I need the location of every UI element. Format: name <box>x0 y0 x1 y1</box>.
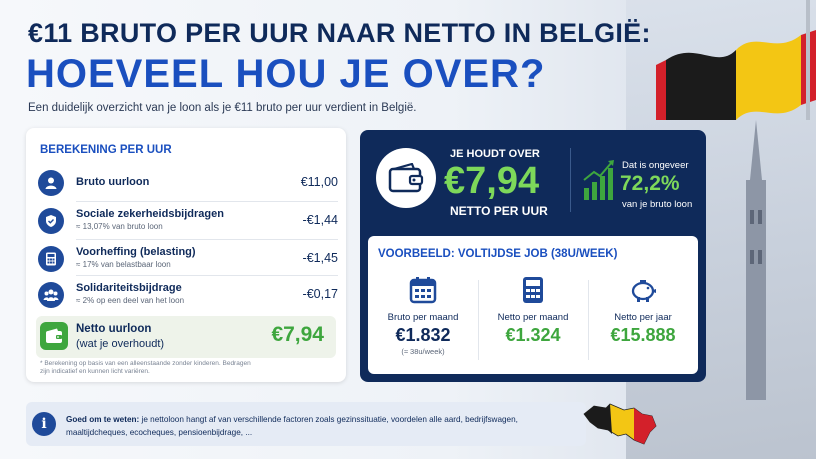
growth-chart-icon <box>583 160 614 200</box>
divider <box>76 201 338 202</box>
example-netto-month: Netto per maand €1.324 <box>478 272 588 368</box>
divider <box>76 239 338 240</box>
divider <box>76 275 338 276</box>
row-label: Solidariteitsbijdrage <box>76 282 182 294</box>
calendar-icon <box>409 277 437 304</box>
percentage-value: 72,2% <box>620 172 680 195</box>
example-label: Bruto per maand <box>387 312 459 323</box>
row-amount: -€0,17 <box>302 287 338 301</box>
divider <box>588 280 589 360</box>
netto-sub: (wat je overhoudt) <box>76 338 165 350</box>
netto-amount: €7,94 <box>271 323 324 346</box>
info-bold: Goed om te weten: <box>66 415 140 424</box>
belgium-map-icon <box>583 403 657 445</box>
example-value: €1.832 <box>395 325 451 345</box>
belgian-flag-icon <box>656 0 816 120</box>
wallet-icon <box>40 322 68 350</box>
row-amount: -€1,44 <box>302 213 338 227</box>
info-icon: i <box>32 412 56 436</box>
wallet-icon <box>376 148 436 208</box>
info-text: Goed om te weten: je nettoloon hangt af … <box>66 413 566 439</box>
divider <box>478 280 479 360</box>
netto-label: Netto uurloon <box>76 323 152 335</box>
info-body: je nettoloon hangt af van verschillende … <box>66 415 518 437</box>
info-bar: i Goed om te weten: je nettoloon hangt a… <box>26 402 586 446</box>
percentage-bottom: van je bruto loon <box>622 199 693 210</box>
example-bruto-month: Bruto per maand €1.832 (≈ 38u/week) <box>368 272 478 368</box>
example-sub: (≈ 38u/week) <box>401 347 445 356</box>
row-sub: ≈ 2% op een deel van het loon <box>76 296 185 305</box>
example-netto-year: Netto per jaar €15.888 <box>588 272 698 368</box>
example-card: VOORBEELD: VOLTIJDSE JOB (38U/WEEK) Brut… <box>368 236 698 374</box>
percentage-top: Dat is ongeveer <box>622 160 689 171</box>
row-label: Voorheffing (belasting) <box>76 246 196 258</box>
tower-illustration <box>746 120 766 400</box>
example-value: €1.324 <box>505 325 561 345</box>
person-icon <box>38 170 64 196</box>
shield-icon <box>38 208 64 234</box>
row-social: Sociale zekerheidsbijdragen ≈ 13,07% van… <box>38 204 338 238</box>
calculation-heading: BEREKENING PER UUR <box>40 144 172 156</box>
example-heading: VOORBEELD: VOLTIJDSE JOB (38U/WEEK) <box>378 248 618 260</box>
page-subtitle: Een duidelijk overzicht van je loon als … <box>28 102 417 114</box>
highlight-top: JE HOUDT OVER <box>450 148 540 160</box>
netto-summary: Netto uurloon (wat je overhoudt) €7,94 <box>36 316 336 358</box>
row-amount: €11,00 <box>300 175 338 189</box>
page-title-line2: HOEVEEL HOU JE OVER? <box>26 52 546 96</box>
highlight-amount: €7,94 <box>444 160 540 202</box>
row-solidarity: Solidariteitsbijdrage ≈ 2% op een deel v… <box>38 278 338 312</box>
piggy-bank-icon <box>631 280 656 302</box>
example-label: Netto per maand <box>497 312 569 323</box>
calculator-icon <box>38 246 64 272</box>
example-value: €15.888 <box>610 325 676 345</box>
row-label: Sociale zekerheidsbijdragen <box>76 208 224 220</box>
row-sub: ≈ 13,07% van bruto loon <box>76 222 163 231</box>
divider <box>570 148 571 212</box>
footnote: * Berekening op basis van een alleenstaa… <box>40 360 251 375</box>
page-title-line1: €11 BRUTO PER UUR NAAR NETTO IN BELGIË: <box>28 18 651 48</box>
highlight-bottom: NETTO PER UUR <box>450 204 548 218</box>
highlight-card: JE HOUDT OVER €7,94 NETTO PER UUR Dat is… <box>360 130 706 382</box>
group-icon <box>38 282 64 308</box>
row-bruto: Bruto uurloon €11,00 <box>38 166 338 200</box>
calculation-card: BEREKENING PER UUR Bruto uurloon €11,00 … <box>26 128 346 382</box>
row-label: Bruto uurloon <box>76 176 150 188</box>
row-amount: -€1,45 <box>302 251 338 265</box>
row-sub: ≈ 17% van belastbaar loon <box>76 260 171 269</box>
row-tax: Voorheffing (belasting) ≈ 17% van belast… <box>38 242 338 276</box>
example-label: Netto per jaar <box>614 312 672 323</box>
calculator-icon <box>523 277 543 303</box>
